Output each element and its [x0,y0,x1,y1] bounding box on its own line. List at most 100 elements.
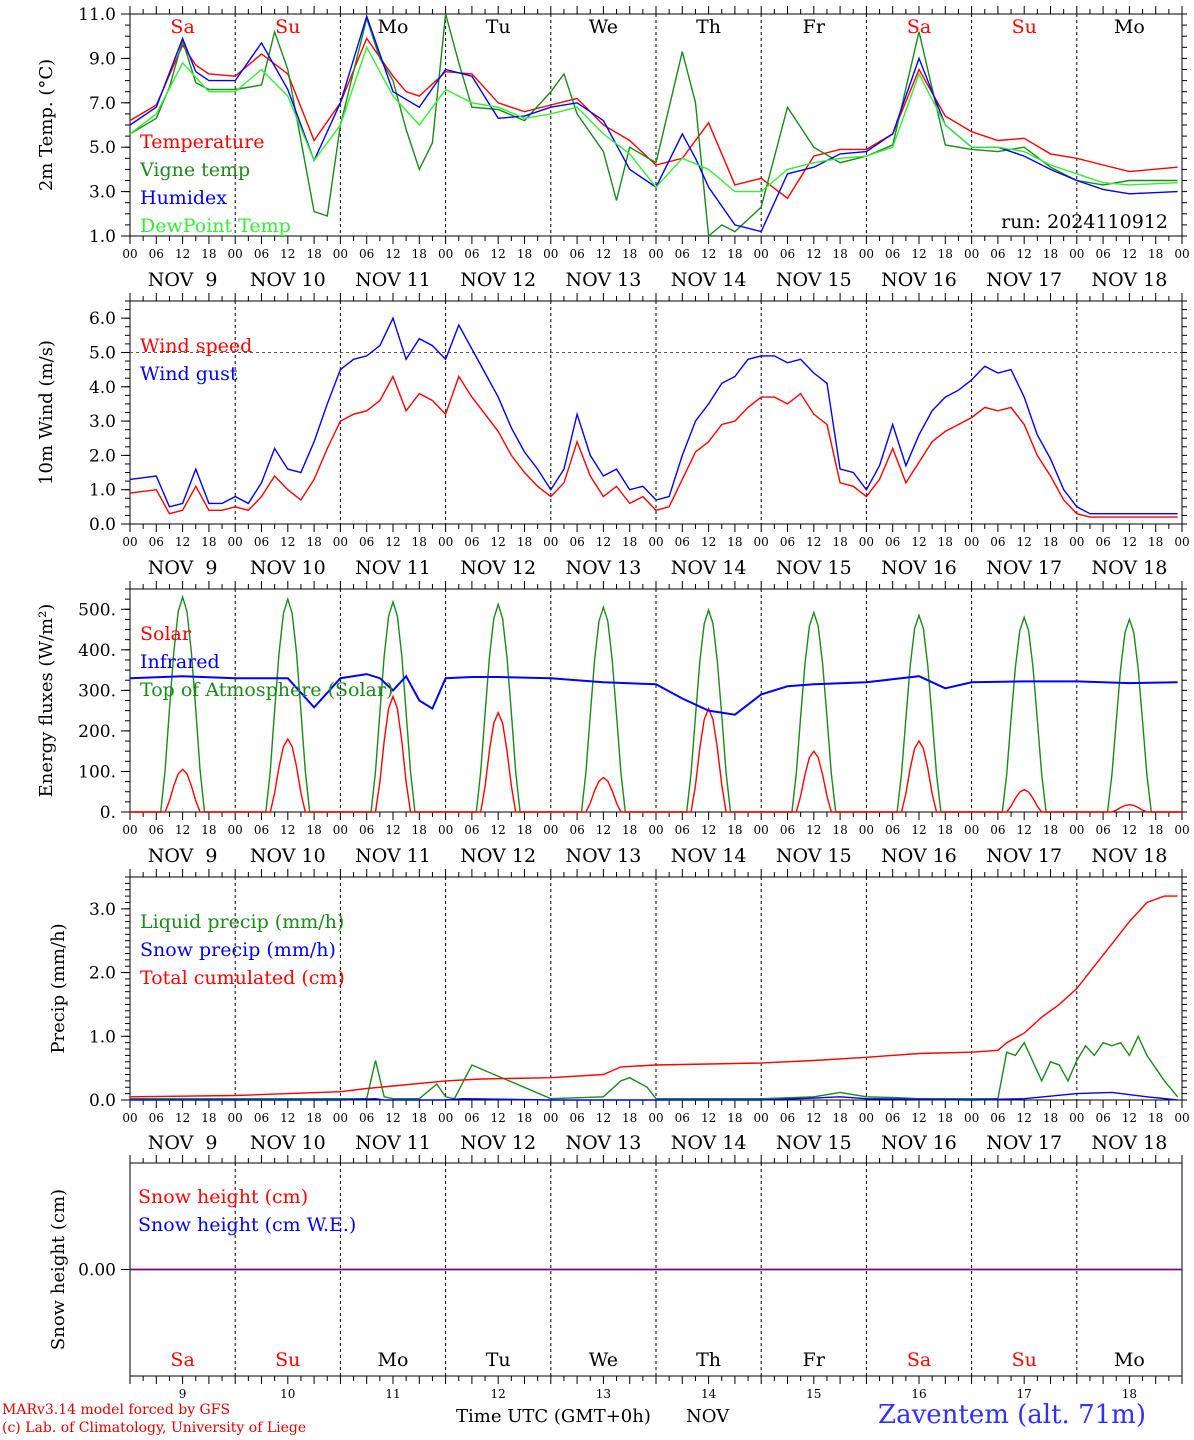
panel2-hour-label: 12 [1122,535,1137,549]
panel2-hour-label: 18 [517,535,532,549]
panel2-y-axis-title: 10m Wind (m/s) [36,340,57,485]
panel1-hour-label: 06 [1095,247,1110,261]
panel1-hour-label: 18 [517,247,532,261]
panel3-legend-solar: Solar [140,623,192,645]
panel4-hour-label: 00 [648,1111,663,1125]
panel4-y-tick-label: 0.0 [89,1091,116,1111]
panel1-legend-dewpoint-temp: DewPoint Temp [140,215,291,237]
day-name-bottom: Tu [486,1349,511,1371]
panel2-hour-label: 06 [464,535,479,549]
panel3-hour-label: 06 [885,823,900,837]
panel2-date-label: NOV 12 [460,557,536,579]
panel4-hour-label: 00 [438,1111,453,1125]
panel3-hour-label: 00 [438,823,453,837]
day-name-top: We [589,16,618,38]
panel4-hour-label: 00 [543,1111,558,1125]
panel2-hour-label: 06 [780,535,795,549]
day-number: 16 [911,1387,926,1401]
panel1-date-label: NOV 10 [250,269,326,291]
panel1-y-tick-label: 7.0 [89,94,116,114]
panel4-y-tick-label: 1.0 [89,1027,116,1047]
panel1-hour-label: 06 [675,247,690,261]
panel4-date-label: NOV 15 [776,1132,852,1154]
panel2-hour-label: 00 [543,535,558,549]
panel1-date-label: NOV 18 [1091,269,1167,291]
panel4-hour-label: 12 [1017,1111,1032,1125]
panel4-hour-label: 06 [1095,1111,1110,1125]
panel1-series-line-humidex [129,13,1178,233]
day-name-top: Th [696,16,721,38]
panel4-date-label: NOV 13 [565,1132,641,1154]
panel5-legend-snow-height-cm-w-e-: Snow height (cm W.E.) [138,1214,356,1236]
panel1-hour-label: 18 [306,247,321,261]
panel4-hour-label: 06 [675,1111,690,1125]
panel2-hour-label: 06 [359,535,374,549]
panel1-date-label: NOV 9 [148,269,218,291]
panel3-y-tick-label: 300. [78,681,116,701]
panel2-hour-label: 00 [333,535,348,549]
panel2-hour-label: 18 [1148,535,1163,549]
panel3-hour-label: 18 [938,823,953,837]
panel4-hour-label: 12 [806,1111,821,1125]
panel1-hour-label: 12 [806,247,821,261]
panel4-hour-label: 00 [964,1111,979,1125]
panel1-hour-label: 06 [885,247,900,261]
panel4-date-label: NOV 14 [671,1132,747,1154]
panel3-hour-label: 18 [201,823,216,837]
panel2-hour-label: 12 [491,535,506,549]
run-label: run: 2024110912 [1001,211,1168,233]
panel3-hour-label: 18 [1043,823,1058,837]
panel4-y-tick-label: 3.0 [89,900,116,920]
panel4-hour-label: 06 [359,1111,374,1125]
panel1-date-label: NOV 13 [565,269,641,291]
panel2-hour-label: 18 [412,535,427,549]
panel4-hour-label: 06 [885,1111,900,1125]
panel1-hour-label: 00 [228,247,243,261]
panel3-y-tick-label: 200. [78,722,116,742]
panel1-legend-temperature: Temperature [140,131,264,153]
panel4-date-label: NOV 16 [881,1132,957,1154]
panel2-hour-label: 18 [201,535,216,549]
panel1-legend-vigne-temp: Vigne temp [139,159,250,181]
panel2-y-tick-label: 3.0 [89,412,116,432]
day-name-top: Sa [907,16,931,38]
x-axis-month: NOV [686,1406,730,1427]
panel5-legend-snow-height-cm-: Snow height (cm) [138,1186,308,1208]
panel4-date-label: NOV 9 [148,1132,218,1154]
panel1-hour-label: 18 [622,247,637,261]
panel4-hour-label: 00 [122,1111,137,1125]
panel1-hour-label: 06 [569,247,584,261]
day-number: 9 [179,1387,187,1401]
panel3-hour-label: 18 [622,823,637,837]
panel2-hour-label: 00 [122,535,137,549]
day-name-bottom: Th [696,1349,721,1371]
panel4-hour-label: 18 [201,1111,216,1125]
panel3-y-tick-label: 100. [78,762,116,782]
panel4-hour-label: 12 [701,1111,716,1125]
panel1-hour-label: 18 [938,247,953,261]
panel2-hour-label: 06 [885,535,900,549]
panel2-hour-label: 18 [832,535,847,549]
panel2-y-tick-label: 1.0 [89,481,116,501]
day-number: 11 [385,1387,400,1401]
panel3-hour-label: 06 [359,823,374,837]
panel3-hour-label: 12 [701,823,716,837]
panel3-hour-label: 00 [228,823,243,837]
panel1-hour-label: 12 [280,247,295,261]
panel2-hour-label: 12 [806,535,821,549]
panel4-hour-label: 12 [385,1111,400,1125]
panel3-hour-label: 00 [1174,823,1189,837]
panel3-hour-label: 18 [412,823,427,837]
panel1-hour-label: 00 [1069,247,1084,261]
day-name-bottom: Mo [1114,1349,1145,1371]
day-number: 14 [701,1387,717,1401]
panel4-legend-total-cumulated-cm-: Total cumulated (cm) [140,967,345,989]
panel4-hour-label: 18 [622,1111,637,1125]
panel4-hour-label: 00 [228,1111,243,1125]
panel1-hour-label: 18 [201,247,216,261]
panel3-date-label: NOV 12 [460,845,536,867]
panel4-hour-label: 00 [1174,1111,1189,1125]
day-name-top: Su [1012,16,1037,38]
panel3-hour-label: 06 [675,823,690,837]
panel2-hour-label: 06 [149,535,164,549]
